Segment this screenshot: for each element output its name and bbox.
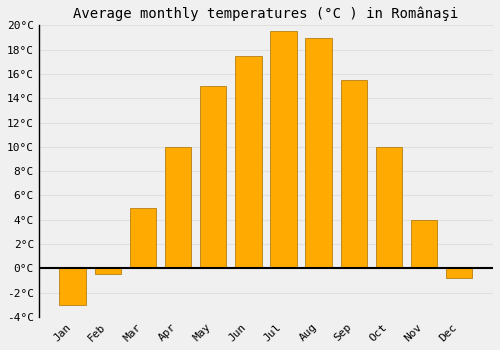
Bar xyxy=(60,268,86,304)
Bar xyxy=(411,220,438,268)
Bar xyxy=(235,56,262,268)
Title: Average monthly temperatures (°C ) in Românaşi: Average monthly temperatures (°C ) in Ro… xyxy=(74,7,458,21)
Bar xyxy=(200,86,226,268)
Bar xyxy=(94,268,121,274)
Bar xyxy=(340,80,367,268)
Bar xyxy=(130,208,156,268)
Bar xyxy=(376,147,402,268)
Bar xyxy=(446,268,472,278)
Bar xyxy=(306,37,332,268)
Bar xyxy=(270,32,296,268)
Bar xyxy=(165,147,191,268)
